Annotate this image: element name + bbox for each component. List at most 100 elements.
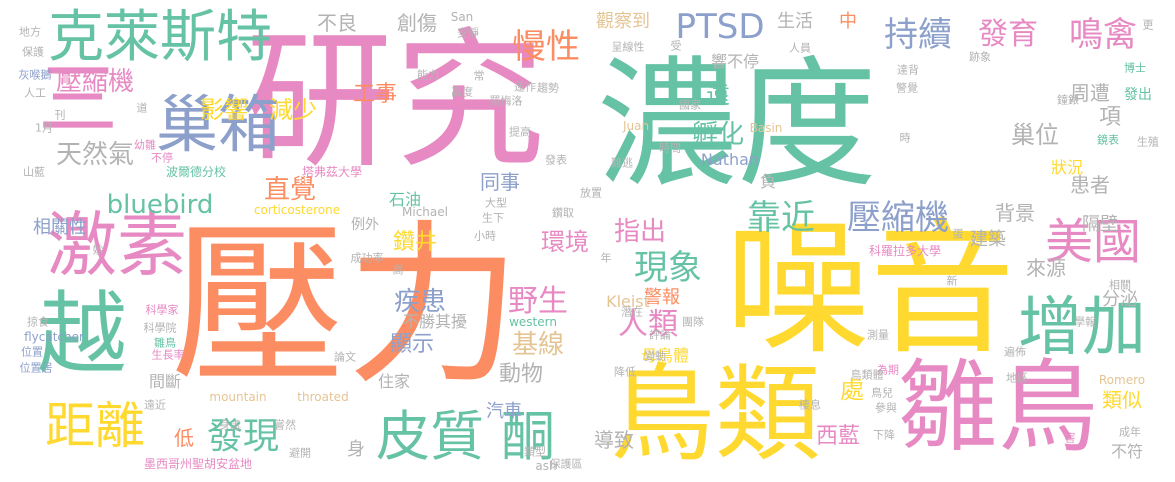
cloud-word: 新 — [946, 274, 958, 288]
cloud-word: 安靜 — [457, 26, 479, 40]
cloud-word: 科學家 — [145, 303, 179, 317]
cloud-word: 位置居 — [19, 361, 53, 375]
cloud-word: 位置 — [21, 345, 43, 359]
cloud-word: western — [509, 315, 557, 329]
cloud-word: 創傷 — [397, 11, 437, 35]
cloud-word: 疾患 — [393, 287, 447, 317]
cloud-word: 變動 — [644, 349, 666, 363]
cloud-word: ash — [535, 459, 557, 473]
cloud-word: 噪音 — [725, 205, 1015, 375]
cloud-word: 小時 — [474, 229, 496, 243]
cloud-word: 不良 — [317, 11, 357, 35]
cloud-word: 降低 — [614, 365, 636, 379]
cloud-word: 壓力 — [171, 205, 521, 409]
cloud-word: 鑽井 — [392, 230, 438, 255]
cloud-word: 相關性 — [33, 217, 87, 238]
cloud-word: 科羅拉多大學 — [868, 244, 942, 258]
cloud-word: 年 — [600, 251, 612, 265]
cloud-word: 酮 — [501, 405, 555, 468]
cloud-word: 難逃 — [611, 156, 633, 170]
cloud-word: 雛鳥 — [898, 349, 1098, 466]
cloud-word: 鳥類 — [609, 353, 821, 476]
cloud-word: 蛋 — [952, 227, 964, 241]
cloud-word: 受 — [670, 39, 682, 53]
cloud-word: 道 — [136, 101, 148, 115]
cloud-word: 高度 — [451, 85, 473, 99]
cloud-word: 國家 — [679, 98, 701, 112]
cloud-word: 孵化 — [691, 120, 745, 150]
cloud-word: 環境 — [541, 228, 589, 256]
cloud-word: 持續 — [884, 15, 952, 55]
cloud-word: 學報 — [1074, 315, 1096, 329]
cloud-word: 不停 — [151, 151, 173, 165]
cloud-word: 論文 — [334, 350, 356, 364]
cloud-word: 基線 — [511, 330, 565, 360]
cloud-word: 塔弗茲大學 — [301, 165, 363, 179]
cloud-word: 地區 — [1006, 371, 1028, 385]
cloud-word: Romero — [1098, 373, 1146, 387]
cloud-word: 灰喉鵝 — [18, 68, 52, 82]
cloud-word: 天然氣 — [55, 140, 135, 170]
cloud-word: 西藍 — [815, 424, 861, 449]
cloud-word: 更 — [1142, 18, 1154, 32]
cloud-word: 羅梅洛 — [489, 94, 523, 108]
cloud-word: 類型 — [524, 445, 546, 459]
cloud-word: 雛鳥 — [154, 336, 176, 350]
cloud-word: 參與 — [875, 401, 897, 415]
cloud-word: 山藍 — [23, 165, 45, 179]
cloud-word: 呈線性 — [611, 40, 645, 54]
cloud-word: 來源 — [1026, 256, 1066, 280]
cloud-word: 鳥類體 — [850, 368, 884, 382]
cloud-word: San — [450, 10, 474, 24]
cloud-word: 工事 — [352, 82, 398, 107]
cloud-word: 成功率 — [350, 251, 384, 265]
cloud-word: 保護區 — [549, 457, 583, 471]
cloud-word: Kleist — [606, 292, 650, 311]
cloud-word: 身處 — [219, 418, 241, 432]
cloud-word: 掠食 — [27, 315, 49, 329]
cloud-word: 隔壁 — [1082, 214, 1118, 235]
cloud-word: 類似 — [1102, 388, 1142, 412]
cloud-word: 導致 — [594, 428, 634, 452]
cloud-word: 人類 — [618, 307, 678, 342]
cloud-word: throated — [297, 390, 349, 404]
cloud-word: 博士 — [1124, 61, 1146, 75]
cloud-word: flycatcher — [24, 330, 84, 344]
cloud-word: 皮質 — [376, 405, 484, 468]
cloud-word: 濃度 — [596, 44, 878, 207]
cloud-word: 波爾德分校 — [165, 165, 227, 179]
cloud-word: 直覺 — [263, 175, 317, 205]
cloud-word: 運作 — [514, 80, 536, 94]
cloud-word: 汽車 — [486, 401, 522, 422]
cloud-word: 成年 — [1119, 425, 1141, 439]
cloud-word: 越 — [37, 282, 127, 387]
cloud-word: 鳴禽 — [1069, 15, 1137, 55]
cloud-word: 妙 — [92, 243, 104, 257]
cloud-word: Basin — [749, 121, 783, 135]
cloud-word: 建築 — [970, 229, 1006, 250]
cloud-word: 生殖 — [1137, 135, 1159, 149]
cloud-word: 高 — [392, 263, 404, 277]
cloud-word: 鏡表 — [1097, 133, 1119, 147]
cloud-word: 生長率 — [151, 348, 185, 362]
cloud-word: Michael — [402, 205, 448, 219]
cloud-word: 提高 — [509, 125, 531, 139]
cloud-word: 母鳥體 — [640, 346, 690, 365]
cloud-word: 減少 — [269, 96, 317, 124]
cloud-word: 發育 — [978, 17, 1038, 52]
cloud-word: 嘗然 — [274, 418, 296, 432]
cloud-word: 同事 — [480, 170, 520, 194]
cloud-word: 背景 — [995, 201, 1035, 225]
cloud-word: 能力 — [417, 68, 439, 82]
cloud-word: 間斷 — [148, 372, 182, 391]
cloud-word: 顯示 — [389, 332, 435, 357]
cloud-word: 遍佈 — [1004, 345, 1026, 359]
cloud-word: 身 — [347, 439, 365, 460]
cloud-word: 放置 — [580, 186, 602, 200]
cloud-word: 鐘錶 — [1057, 93, 1079, 107]
cloud-word: 患者 — [1070, 173, 1110, 197]
cloud-word: 相關 — [1109, 278, 1131, 292]
cloud-word: 指出 — [613, 217, 667, 247]
cloud-word: 分泌 — [1102, 289, 1138, 310]
